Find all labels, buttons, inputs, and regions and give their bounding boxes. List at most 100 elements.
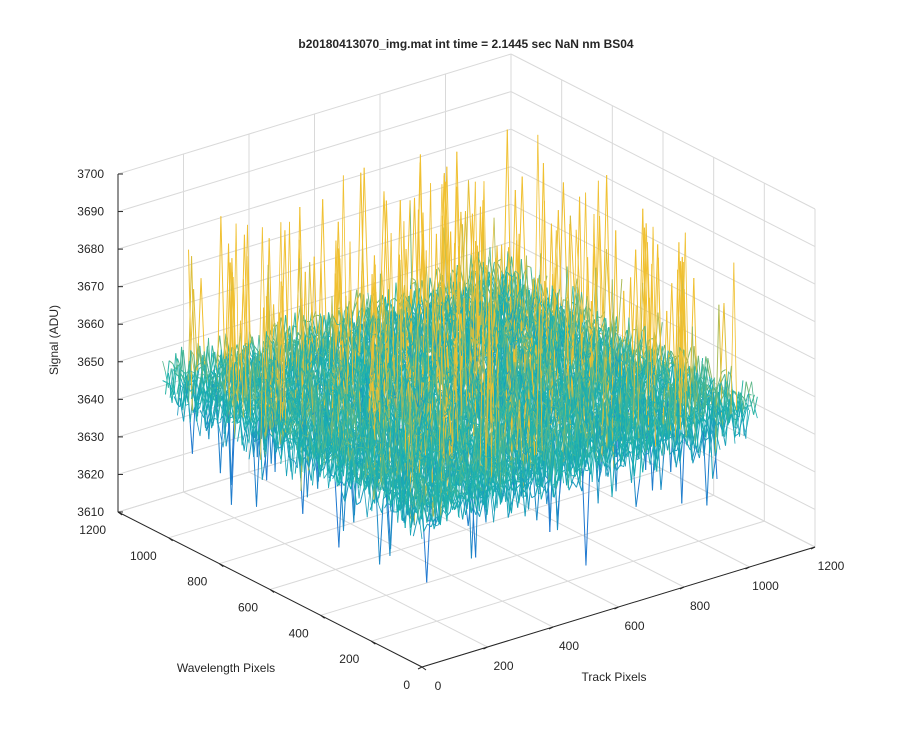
surface-segment (401, 325, 407, 372)
surface-segment (239, 420, 245, 451)
surface-segment (252, 430, 258, 507)
surface-segment (423, 343, 429, 386)
x-tick-mark (614, 606, 619, 610)
surface-segment (645, 223, 651, 347)
surface-segment (192, 410, 197, 413)
surface-segment (322, 199, 327, 339)
surface-segment (232, 396, 237, 417)
surface-segment (196, 402, 202, 406)
y-tick-mark (219, 563, 224, 568)
surface-segment (200, 278, 206, 365)
surface-segment (245, 417, 251, 452)
surface-segment (231, 420, 236, 423)
surface-segment (168, 360, 174, 365)
surface-segment (301, 271, 306, 433)
surface-segment (602, 175, 608, 332)
surface-segment (204, 374, 209, 384)
surface-segment (366, 298, 372, 333)
surface-segment (497, 263, 503, 274)
surface-segment (174, 364, 180, 370)
surface-segment (478, 200, 484, 352)
surface-segment (377, 317, 382, 339)
surface-segment (275, 312, 281, 427)
surface-segment (325, 385, 331, 406)
surface-segment (405, 200, 411, 308)
surface-segment (256, 426, 261, 507)
surface-segment (167, 372, 173, 403)
y-tick-mark (269, 589, 275, 593)
grid-line (510, 241, 816, 398)
surface-segment (243, 422, 249, 451)
surface-segment (176, 373, 182, 395)
surface-segment (242, 408, 248, 427)
surface-segment (251, 336, 257, 360)
surface-segment (317, 393, 323, 396)
x-tick-mark (810, 546, 816, 550)
surface-segment (286, 435, 292, 472)
surface-segment (382, 200, 387, 332)
surface-segment (557, 210, 563, 331)
y-tick-mark (168, 537, 173, 542)
grid-line (320, 494, 714, 616)
surface-segment (231, 258, 237, 381)
surface-segment (267, 291, 273, 415)
surface-segment (309, 262, 314, 359)
surface-segment (289, 392, 295, 444)
surface-segment (526, 265, 532, 268)
surface-segment (187, 256, 193, 400)
x-tick-mark (417, 666, 423, 670)
surface-segment (261, 454, 267, 480)
surface-segment (247, 340, 253, 355)
surface-segment (569, 215, 575, 288)
surface-segment (334, 221, 339, 358)
axes-box (117, 173, 816, 671)
surface-segment (207, 374, 213, 421)
surface-segment (225, 420, 231, 447)
surface-segment (200, 383, 206, 404)
surface-segment (175, 353, 181, 386)
surface-segment (239, 279, 244, 394)
grid-line (117, 91, 512, 213)
grid-line (510, 128, 816, 285)
x-tick-mark (483, 646, 488, 650)
surface-segment (401, 368, 406, 405)
surface-segment (185, 360, 190, 393)
surface-segment (446, 166, 452, 324)
surface-segment (188, 249, 193, 411)
surface-segment (414, 209, 419, 398)
grid-line (117, 53, 512, 175)
y-tick-mark (371, 640, 376, 645)
surface-segment (464, 211, 470, 334)
surface-segment (363, 167, 369, 293)
grid-line (510, 53, 816, 210)
surface-segment (257, 424, 262, 435)
surface-segment (193, 289, 198, 371)
surface-segment (440, 173, 445, 321)
surface-segment (252, 404, 257, 407)
surface-segment (352, 289, 358, 316)
surface-segment (162, 380, 167, 383)
surface-segment (211, 345, 217, 366)
grid-line (510, 91, 816, 248)
surface-segment (294, 239, 300, 409)
surface-segment (482, 200, 488, 357)
surface-segment (213, 354, 219, 372)
surface-segment (390, 297, 396, 301)
surface-segment (222, 407, 228, 418)
x-tick-mark (745, 566, 750, 570)
grid-line (371, 520, 765, 642)
surface-segment (243, 234, 249, 373)
surface-segment (232, 277, 238, 395)
surface-segment (240, 407, 246, 431)
surface-segment (228, 277, 234, 402)
surface-segment (396, 200, 401, 337)
x-tick-mark (548, 626, 554, 630)
surface-segment (204, 413, 210, 429)
surface-segment (418, 234, 424, 366)
x-tick-mark (679, 586, 685, 590)
surface-segment (177, 346, 183, 406)
surface-segment (599, 216, 604, 333)
surface-segment (216, 216, 222, 396)
surface-segment (164, 360, 170, 395)
